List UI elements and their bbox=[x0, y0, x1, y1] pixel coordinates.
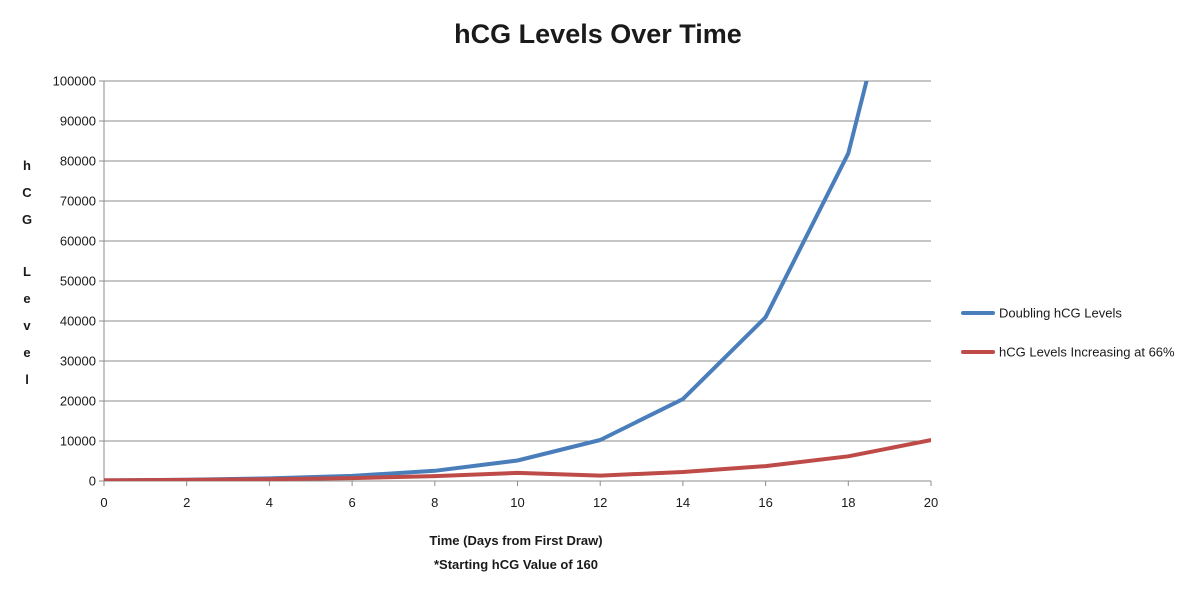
grid-layer bbox=[99, 80, 932, 486]
y-tick-label: 60000 bbox=[60, 234, 96, 249]
legend-label-2: hCG Levels Increasing at 66% bbox=[999, 345, 1175, 360]
tick-layer: 0 10000 20000 30000 40000 50000 60000 70000 8000… bbox=[53, 74, 939, 511]
y-axis-label-letter: G bbox=[22, 212, 32, 227]
chart-title: hCG Levels Over Time bbox=[454, 19, 742, 49]
y-axis-label-letter: C bbox=[22, 185, 32, 200]
x-tick-label: 8 bbox=[431, 495, 438, 510]
legend-label-1: Doubling hCG Levels bbox=[999, 306, 1122, 321]
y-tick-label: 0 bbox=[89, 474, 96, 489]
y-tick-label: 30000 bbox=[60, 354, 96, 369]
x-tick-label: 10 bbox=[510, 495, 524, 510]
x-tick-label: 16 bbox=[758, 495, 772, 510]
y-axis-label-letter: l bbox=[25, 372, 29, 387]
y-tick-label: 10000 bbox=[60, 434, 96, 449]
y-axis-label-letter: e bbox=[23, 345, 30, 360]
series-line-2 bbox=[104, 438, 931, 481]
x-tick-label: 6 bbox=[348, 495, 355, 510]
y-tick-label: 90000 bbox=[60, 114, 96, 129]
y-axis-label-letter: v bbox=[23, 318, 31, 333]
y-axis-label-letter: h bbox=[23, 158, 31, 173]
y-axis-label-letter: L bbox=[23, 264, 31, 279]
x-tick-label: 2 bbox=[183, 495, 190, 510]
y-tick-label: 50000 bbox=[60, 274, 96, 289]
series-line-1 bbox=[104, 81, 869, 481]
x-tick-label: 0 bbox=[100, 495, 107, 510]
y-axis-label-letter: e bbox=[23, 291, 30, 306]
y-tick-label: 20000 bbox=[60, 394, 96, 409]
x-tick-label: 14 bbox=[676, 495, 690, 510]
x-axis-label: Time (Days from First Draw) bbox=[429, 533, 602, 548]
y-tick-label: 80000 bbox=[60, 154, 96, 169]
x-tick-label: 20 bbox=[924, 495, 938, 510]
y-tick-label: 100000 bbox=[53, 74, 96, 89]
y-tick-label: 40000 bbox=[60, 314, 96, 329]
x-tick-label: 12 bbox=[593, 495, 607, 510]
y-tick-label: 70000 bbox=[60, 194, 96, 209]
legend: Doubling hCG Levels hCG Levels Increasing… bbox=[961, 306, 1175, 360]
x-tick-label: 4 bbox=[266, 495, 273, 510]
x-tick-label: 18 bbox=[841, 495, 855, 510]
series-layer bbox=[104, 81, 931, 481]
x-axis-note: *Starting hCG Value of 160 bbox=[434, 557, 598, 572]
